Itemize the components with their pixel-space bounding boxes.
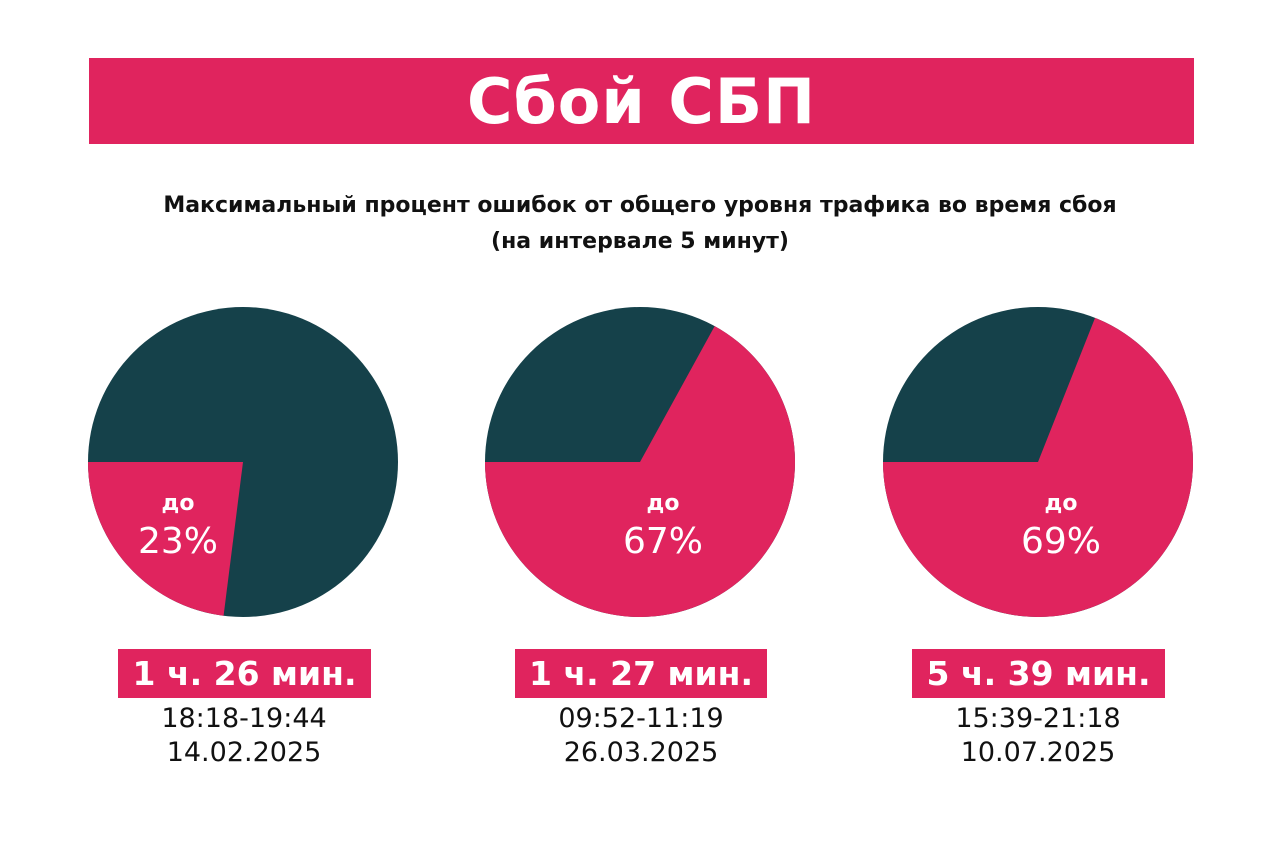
pie-error-slice bbox=[485, 326, 795, 617]
pie-value-label: 69% bbox=[1021, 521, 1101, 562]
pie-prefix-label: до bbox=[162, 491, 195, 516]
page-title: Сбой СБП bbox=[466, 64, 817, 138]
date-2: 26.03.2025 bbox=[563, 737, 719, 768]
pie-prefix-label: до bbox=[1045, 491, 1078, 516]
chart-title: Максимальный процент ошибок от общего ур… bbox=[163, 193, 1117, 218]
pie-prefix-label: до bbox=[647, 491, 680, 516]
pie-value-label: 23% bbox=[138, 521, 218, 562]
duration-badge-1: 1 ч. 26 мин. bbox=[118, 649, 371, 698]
chart-subtitle: (на интервале 5 минут) bbox=[491, 229, 789, 254]
time-range-2: 09:52-11:19 bbox=[558, 703, 724, 734]
pie-error-slice bbox=[88, 462, 243, 616]
duration-badge-2: 1 ч. 27 мин. bbox=[515, 649, 767, 698]
title-banner: Сбой СБП bbox=[89, 58, 1194, 144]
duration-badge-3: 5 ч. 39 мин. bbox=[912, 649, 1165, 698]
time-range-3: 15:39-21:18 bbox=[955, 703, 1121, 734]
pie-value-label: 67% bbox=[623, 521, 703, 562]
pie-error-slice bbox=[883, 317, 1193, 617]
date-3: 10.07.2025 bbox=[960, 737, 1116, 768]
time-range-1: 18:18-19:44 bbox=[161, 703, 327, 734]
date-1: 14.02.2025 bbox=[166, 737, 322, 768]
